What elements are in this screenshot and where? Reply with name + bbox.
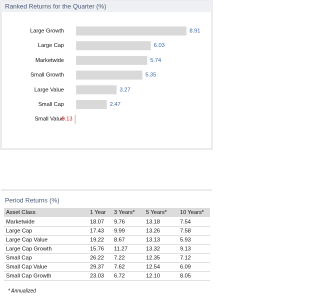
table-cell: 13.32: [146, 246, 160, 252]
value-label: 3.27: [120, 87, 131, 93]
category-label: Small Growth: [30, 73, 64, 79]
table-cell: 7.62: [114, 264, 125, 270]
table-cell: 26.22: [90, 255, 104, 261]
category-label: Small Value: [35, 117, 64, 123]
table-cell: 7.22: [114, 255, 125, 261]
table-header-cell: 10 Years*: [180, 210, 205, 216]
table-cell: Large Cap: [6, 228, 32, 234]
table-cell: 29.37: [90, 264, 104, 270]
page: Ranked Returns for the Quarter (%) Perio…: [0, 0, 213, 294]
table-header-cell: 3 Years*: [114, 210, 136, 216]
bar: [76, 100, 107, 109]
table-header-cell: 1 Year: [90, 210, 106, 216]
table-cell: 19.22: [90, 237, 104, 243]
bar: [76, 26, 187, 36]
table-cell: Marketwide: [6, 219, 35, 225]
table-cell: 6.72: [114, 273, 125, 279]
table-header-bg: [4, 208, 210, 217]
table-cell: 17.43: [90, 228, 104, 234]
category-label: Marketwide: [35, 58, 64, 64]
table-cell: 7.12: [180, 255, 191, 261]
category-label: Large Growth: [30, 28, 64, 34]
value-label: -0.13: [60, 117, 73, 123]
bar: [76, 70, 143, 80]
table-cell: Large Cap Value: [6, 237, 48, 243]
category-label: Large Value: [34, 87, 64, 93]
value-label: 5.74: [150, 58, 161, 64]
value-label: 5.35: [145, 73, 156, 79]
table-cell: 6.09: [180, 264, 191, 270]
category-label: Small Cap: [38, 102, 64, 108]
table-cell: 23.03: [90, 273, 104, 279]
table-title: Period Returns (%): [5, 198, 59, 205]
table-header-cell: Asset Class: [6, 210, 36, 216]
table-cell: 12.10: [146, 273, 160, 279]
table-cell: 11.27: [114, 246, 128, 252]
table-cell: 15.76: [90, 246, 104, 252]
bar: [76, 85, 117, 95]
table-cell: 9.99: [114, 228, 125, 234]
chart-header: [1, 1, 212, 12]
bar: [74, 114, 77, 124]
table-header-cell: 5 Years*: [146, 210, 168, 216]
value-label: 6.03: [154, 43, 165, 49]
table-cell: 18.07: [90, 219, 104, 225]
table-cell: Small Cap Growth: [6, 273, 51, 279]
table-cell: 9.13: [180, 246, 191, 252]
table-cell: Small Cap: [6, 255, 32, 261]
table-cell: Small Cap Value: [6, 264, 47, 270]
value-label: 8.91: [189, 28, 200, 34]
chart-title: Ranked Returns for the Quarter (%): [5, 4, 106, 11]
table-cell: 13.18: [146, 219, 160, 225]
value-label: 2.47: [110, 102, 121, 108]
bar: [76, 55, 148, 65]
table-cell: 7.54: [180, 219, 191, 225]
table-cell: 9.76: [114, 219, 125, 225]
table-cell: 12.35: [146, 255, 160, 261]
table-cell: 5.93: [180, 237, 191, 243]
table-cell: 13.26: [146, 228, 160, 234]
footnote: * Annualized: [8, 288, 36, 294]
category-label: Large Cap: [38, 43, 64, 49]
table-cell: Large Cap Growth: [6, 246, 52, 252]
table-cell: 12.54: [146, 264, 160, 270]
table-cell: 13.13: [146, 237, 160, 243]
table-cell: 8.67: [114, 237, 125, 243]
table-cell: 8.05: [180, 273, 191, 279]
table-cell: 7.58: [180, 228, 191, 234]
bar: [76, 41, 151, 51]
